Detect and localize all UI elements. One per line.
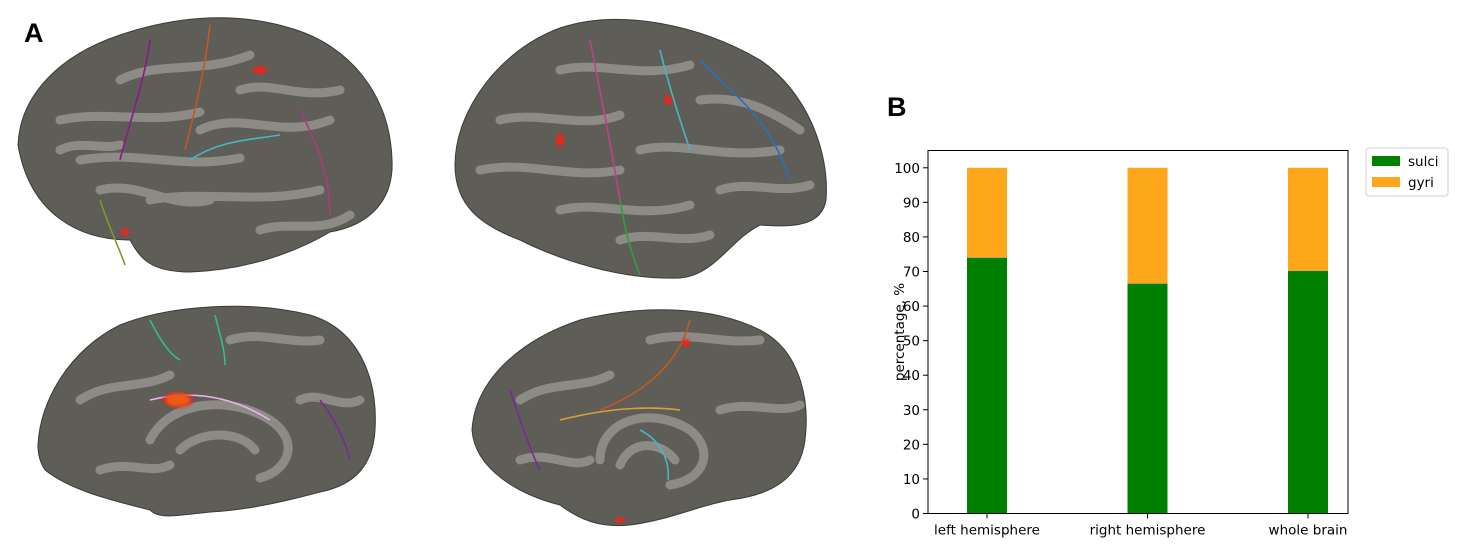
brain-left-lateral bbox=[17, 17, 393, 273]
x-tick-label: whole brain bbox=[1269, 523, 1348, 539]
legend-label-gyri: gyri bbox=[1408, 175, 1434, 191]
y-tick-label: 50 bbox=[903, 334, 920, 350]
y-tick-label: 60 bbox=[903, 299, 920, 315]
y-tick-label: 10 bbox=[903, 472, 920, 488]
y-tick-label: 30 bbox=[903, 403, 920, 419]
bar-gyri-2 bbox=[1288, 167, 1328, 271]
legend-swatch-sulci bbox=[1372, 156, 1400, 166]
y-tick-label: 0 bbox=[911, 507, 920, 523]
bar-gyri-0 bbox=[967, 167, 1007, 258]
brain-right-lateral bbox=[454, 19, 827, 279]
x-tick-label: left hemisphere bbox=[934, 523, 1040, 539]
y-tick-label: 100 bbox=[894, 161, 920, 177]
brain-left-medial bbox=[37, 305, 376, 517]
y-axis-label: percentage, % bbox=[892, 283, 908, 381]
panel-a-label: A bbox=[24, 18, 44, 48]
bar-sulci-0 bbox=[967, 257, 1007, 514]
plot-frame bbox=[927, 150, 1349, 514]
legend: sulci gyri bbox=[1365, 147, 1449, 197]
bar-gyri-1 bbox=[1127, 167, 1168, 284]
brain-right-medial bbox=[471, 309, 807, 527]
y-tick-label: 90 bbox=[903, 195, 920, 211]
x-tick-label: right hemisphere bbox=[1090, 523, 1206, 539]
bar-sulci-2 bbox=[1288, 270, 1328, 514]
y-tick-label: 70 bbox=[903, 265, 920, 281]
y-tick-label: 20 bbox=[903, 437, 920, 453]
y-tick-label: 40 bbox=[903, 368, 920, 384]
legend-label-sulci: sulci bbox=[1408, 154, 1439, 170]
y-tick-label: 80 bbox=[903, 230, 920, 246]
bar-sulci-1 bbox=[1127, 283, 1168, 514]
panel-b-label: B bbox=[887, 92, 907, 122]
legend-swatch-gyri bbox=[1372, 177, 1400, 187]
